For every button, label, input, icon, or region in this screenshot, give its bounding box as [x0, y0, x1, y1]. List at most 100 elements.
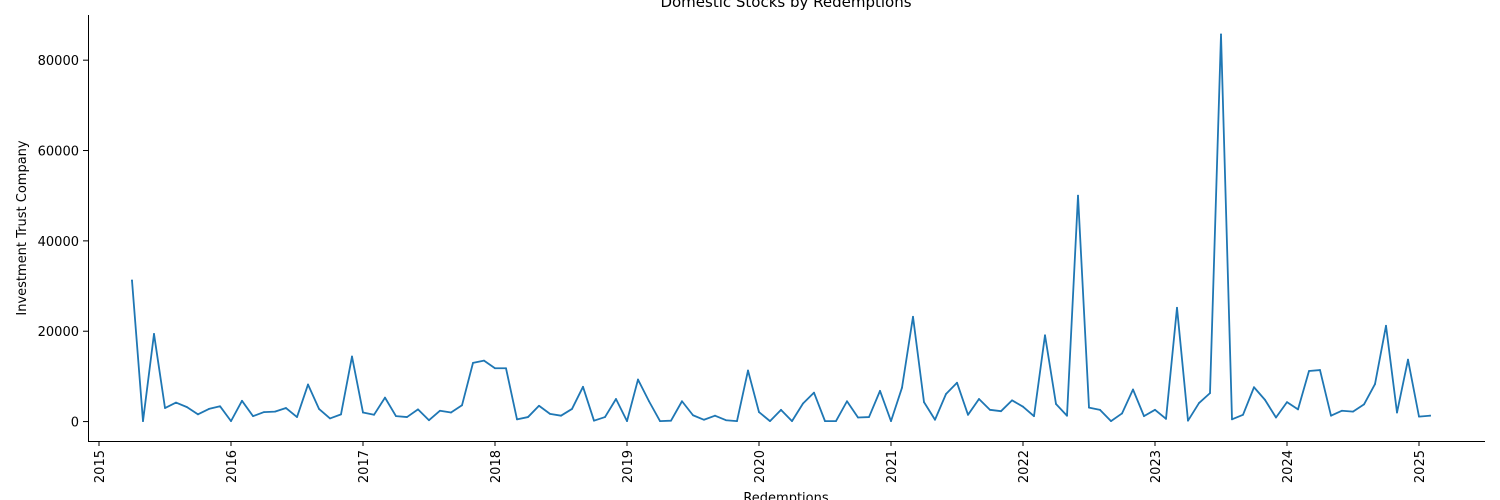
data-point [1033, 415, 1035, 418]
y-axis-ticks: 0 20000 40000 60000 80000 [38, 54, 88, 431]
x-tick-label: 2015 [93, 450, 108, 483]
y-tick-label: 0 [71, 416, 79, 431]
data-point [714, 414, 716, 417]
data-point [1308, 370, 1310, 372]
data-point [582, 385, 584, 388]
data-point [274, 410, 276, 413]
data-point [1209, 392, 1211, 395]
data-point [1154, 408, 1156, 411]
data-point [1088, 406, 1090, 409]
data-point [439, 409, 441, 412]
data-point [395, 415, 397, 418]
data-point [967, 413, 969, 416]
series-points [131, 33, 1431, 423]
data-point [263, 411, 265, 413]
data-point [571, 408, 573, 410]
data-point [362, 411, 364, 414]
y-tick-label: 80000 [38, 54, 79, 69]
data-point [494, 367, 496, 370]
data-point [1429, 414, 1431, 417]
data-point [956, 381, 958, 384]
x-tick-label: 2018 [489, 450, 504, 483]
data-point [1132, 388, 1134, 391]
data-point [604, 416, 606, 418]
data-point [1352, 410, 1354, 413]
data-point [527, 416, 529, 418]
data-point [901, 386, 903, 389]
data-point [1187, 419, 1189, 422]
data-point [406, 416, 408, 418]
data-point [296, 416, 298, 418]
data-point [1099, 408, 1101, 411]
data-point [1044, 334, 1046, 337]
data-point [351, 355, 353, 358]
data-point [340, 413, 342, 416]
data-point [549, 413, 551, 415]
data-point [230, 420, 232, 423]
x-tick-label: 2016 [225, 450, 240, 483]
data-point [197, 413, 199, 416]
data-point [1055, 403, 1057, 405]
data-point [989, 408, 991, 411]
data-point [483, 359, 485, 362]
x-axis-ticks: 2015 2016 2017 2018 2019 2020 2021 2022 2023 2024… [93, 441, 1428, 483]
data-point [1011, 399, 1013, 402]
data-point [1220, 33, 1222, 36]
data-point [1396, 411, 1398, 414]
data-point [725, 419, 727, 422]
x-tick-label: 2021 [885, 450, 900, 483]
data-point [538, 404, 540, 407]
data-point [219, 405, 221, 408]
data-point [934, 418, 936, 421]
data-point [241, 399, 243, 402]
data-point [329, 417, 331, 420]
data-point [659, 420, 661, 423]
data-point [1110, 420, 1112, 423]
data-point [615, 398, 617, 400]
data-point [1407, 358, 1409, 361]
data-point [1363, 403, 1365, 406]
data-point [307, 383, 309, 386]
x-tick-label: 2017 [357, 450, 372, 483]
data-point [670, 419, 672, 422]
data-point [1176, 306, 1178, 309]
y-tick-label: 20000 [38, 325, 79, 340]
data-point [1341, 409, 1343, 412]
data-point [1077, 194, 1079, 197]
data-point [681, 400, 683, 403]
data-point [769, 420, 771, 423]
x-tick-label: 2022 [1017, 450, 1032, 483]
data-point [791, 420, 793, 423]
data-point [318, 408, 320, 410]
data-point [252, 415, 254, 418]
data-point [747, 369, 749, 372]
x-tick-label: 2024 [1281, 450, 1296, 483]
data-point [1264, 398, 1266, 401]
data-point [824, 420, 826, 423]
data-point [208, 408, 210, 410]
x-tick-label: 2025 [1413, 450, 1428, 483]
data-point [1022, 405, 1024, 408]
x-axis-label: Redemptions [743, 491, 829, 500]
y-tick-label: 40000 [38, 235, 79, 250]
data-point [1231, 418, 1233, 421]
data-point [560, 414, 562, 417]
data-point [1319, 369, 1321, 371]
data-point [505, 367, 507, 370]
data-point [978, 398, 980, 400]
data-point [186, 406, 188, 409]
data-point [703, 418, 705, 421]
data-point [450, 411, 452, 414]
x-tick-label: 2020 [753, 450, 768, 483]
data-point [1165, 417, 1167, 420]
data-point [472, 361, 474, 364]
data-point [131, 279, 133, 282]
data-point [1121, 412, 1123, 415]
data-point [1297, 408, 1299, 411]
data-point [637, 378, 639, 381]
data-point [428, 419, 430, 422]
data-point [285, 407, 287, 409]
data-point [835, 420, 837, 423]
data-point [373, 413, 375, 416]
data-point [384, 396, 386, 399]
